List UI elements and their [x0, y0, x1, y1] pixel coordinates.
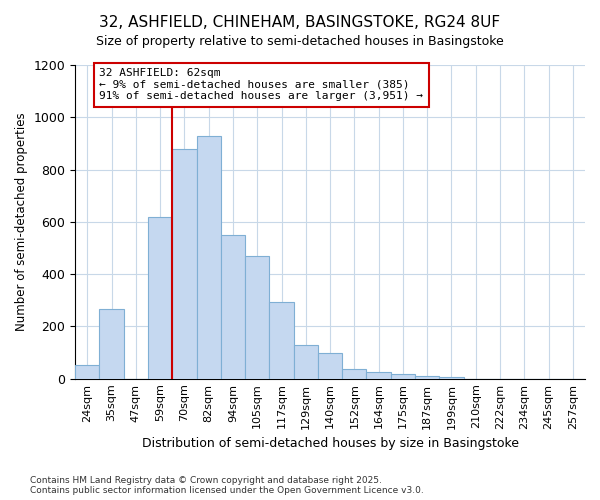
Bar: [293, 344, 318, 378]
Bar: [172, 148, 197, 378]
Bar: [221, 235, 245, 378]
Bar: [100, 310, 124, 378]
Bar: [269, 302, 293, 378]
X-axis label: Distribution of semi-detached houses by size in Basingstoke: Distribution of semi-detached houses by …: [142, 437, 518, 450]
Text: Contains HM Land Registry data © Crown copyright and database right 2025.
Contai: Contains HM Land Registry data © Crown c…: [30, 476, 424, 495]
Bar: [415, 376, 439, 378]
Text: 32, ASHFIELD, CHINEHAM, BASINGSTOKE, RG24 8UF: 32, ASHFIELD, CHINEHAM, BASINGSTOKE, RG2…: [100, 15, 500, 30]
Bar: [148, 216, 172, 378]
Text: Size of property relative to semi-detached houses in Basingstoke: Size of property relative to semi-detach…: [96, 35, 504, 48]
Bar: [75, 365, 100, 378]
Bar: [318, 352, 342, 378]
Bar: [439, 376, 464, 378]
Bar: [391, 374, 415, 378]
Bar: [197, 136, 221, 378]
Bar: [342, 368, 367, 378]
Y-axis label: Number of semi-detached properties: Number of semi-detached properties: [15, 112, 28, 331]
Bar: [245, 256, 269, 378]
Text: 32 ASHFIELD: 62sqm
← 9% of semi-detached houses are smaller (385)
91% of semi-de: 32 ASHFIELD: 62sqm ← 9% of semi-detached…: [100, 68, 424, 102]
Bar: [367, 372, 391, 378]
